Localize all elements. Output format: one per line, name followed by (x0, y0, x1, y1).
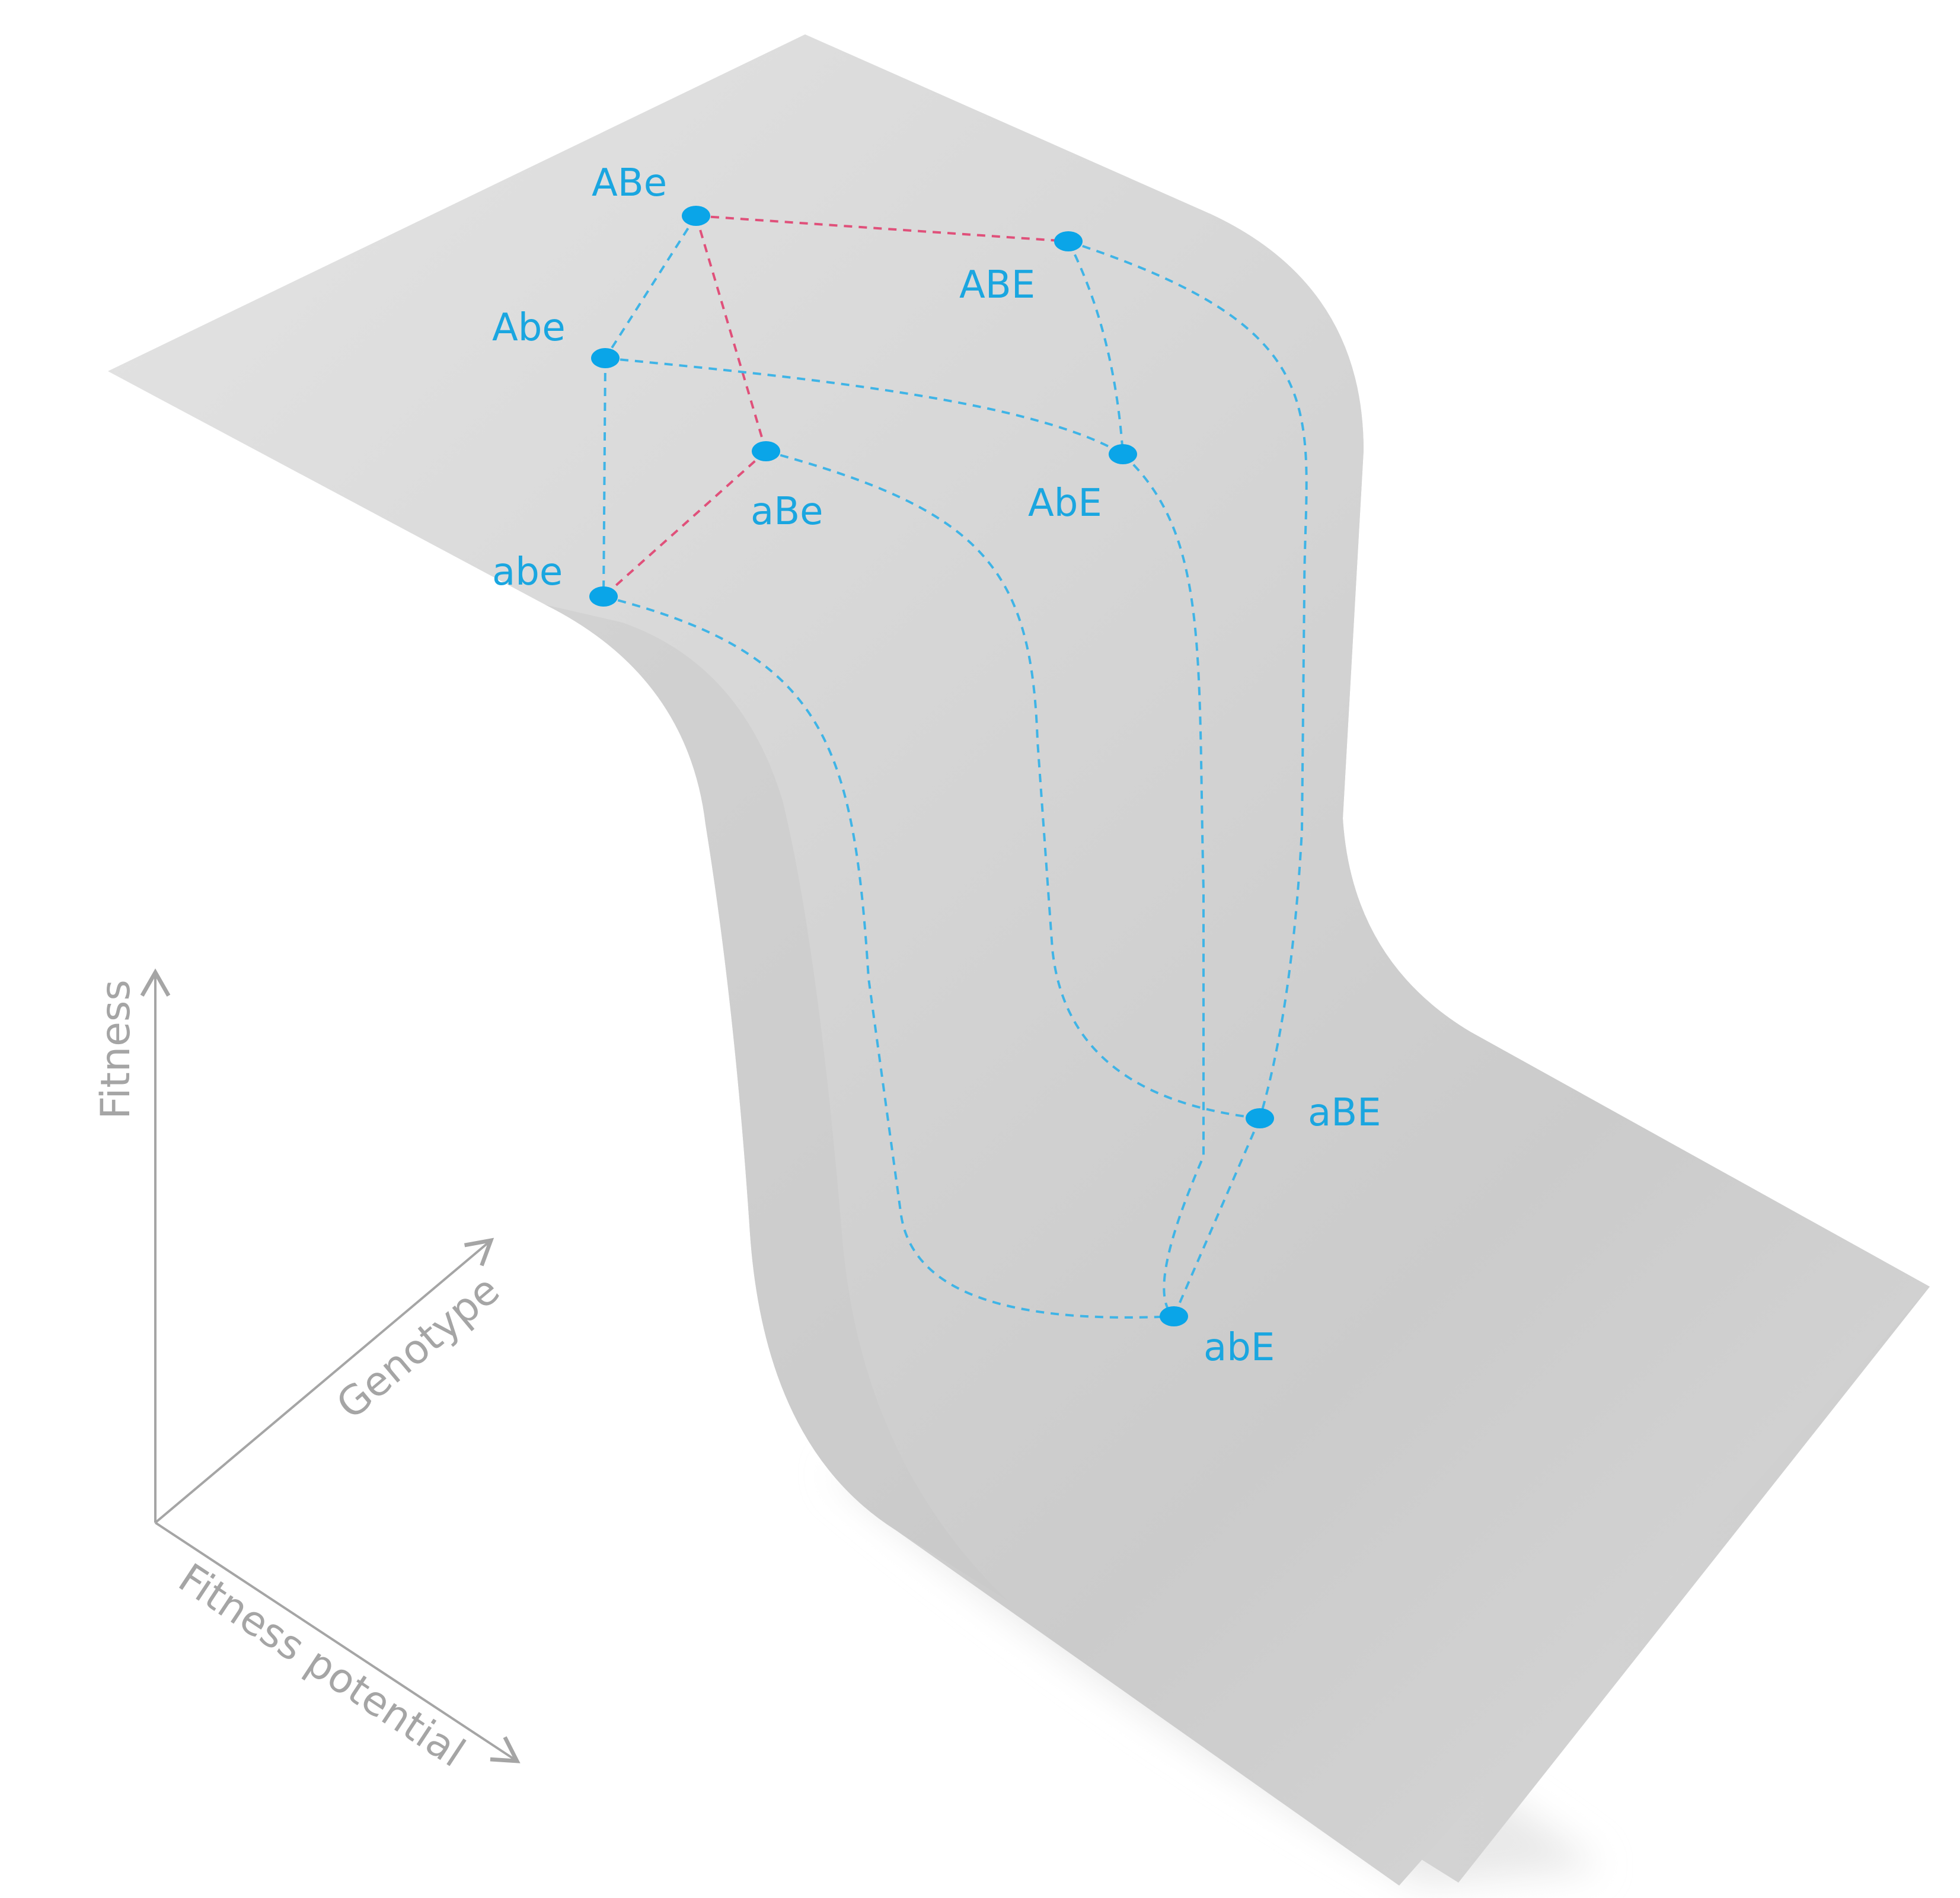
label-ABe: ABe (592, 161, 667, 205)
genotype-edges (602, 215, 1308, 1319)
fitness-axis-label: Fitness (92, 980, 139, 1119)
node-ABe[interactable] (682, 206, 710, 226)
fold-shading (545, 605, 1008, 1601)
fitness-potential-axis-label: Fitness potential (170, 1555, 473, 1776)
edge-ABE-aBE (1068, 240, 1308, 1119)
label-Abe: Abe (492, 306, 566, 350)
node-aBE[interactable] (1246, 1108, 1274, 1128)
label-abE: abE (1204, 1326, 1275, 1370)
genotype-nodes (589, 206, 1274, 1326)
edge-aBe-abe (602, 450, 767, 598)
label-aBE: aBE (1308, 1091, 1381, 1135)
node-AbE[interactable] (1109, 444, 1137, 464)
edge-Abe-AbE (605, 357, 1124, 455)
label-AbE: AbE (1028, 481, 1102, 525)
edge-aBe-aBE (765, 450, 1260, 1119)
label-abe: abe (492, 550, 563, 594)
edge-ABe-aBe (695, 215, 767, 452)
edge-ABE-AbE (1067, 241, 1124, 455)
genotype-axis-label: Genotype (328, 1267, 508, 1428)
node-abe[interactable] (589, 586, 618, 607)
label-ABE: ABE (959, 263, 1035, 307)
fitness-surface (108, 34, 1930, 1886)
edge-Abe-abe (602, 358, 606, 597)
edge-AbE-abE (1122, 453, 1205, 1318)
fitness-potential-axis (154, 1521, 521, 1763)
genotype-labels: ABe ABE Abe aBe AbE abe aBE abE (492, 161, 1381, 1370)
edge-ABe-Abe (604, 215, 697, 359)
label-aBe: aBe (751, 490, 823, 534)
node-ABE[interactable] (1054, 231, 1083, 251)
genotype-axis (154, 1237, 494, 1524)
edge-aBE-abE (1173, 1118, 1261, 1317)
node-aBe[interactable] (752, 441, 780, 461)
axes: Fitness Genotype Fitness potential (92, 968, 521, 1776)
node-abE[interactable] (1160, 1306, 1188, 1326)
edge-ABe-ABE (695, 215, 1069, 243)
node-Abe[interactable] (591, 348, 620, 368)
